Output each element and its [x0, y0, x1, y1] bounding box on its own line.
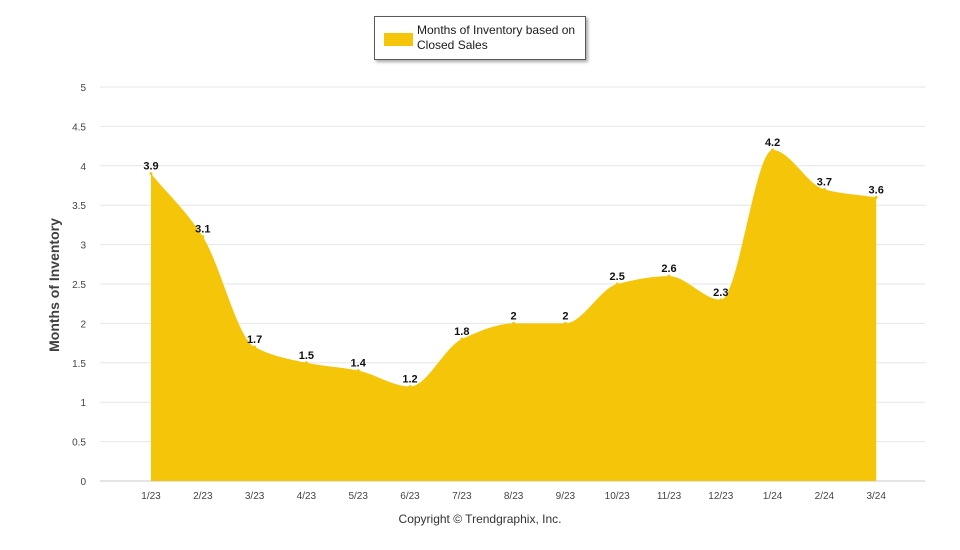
data-point: [460, 337, 464, 341]
x-tick-label: 12/23: [708, 491, 733, 502]
y-tick-label: 3: [80, 241, 86, 252]
y-tick-label: 0: [80, 477, 86, 488]
x-tick-label: 5/23: [348, 491, 368, 502]
x-tick-label: 1/23: [141, 491, 161, 502]
data-label: 1.4: [351, 358, 367, 370]
data-label: 2.5: [610, 271, 625, 283]
y-tick-label: 2: [80, 319, 86, 330]
x-tick-label: 11/23: [657, 491, 682, 502]
data-label: 1.7: [247, 334, 262, 346]
data-point: [615, 282, 619, 286]
data-label: 1.2: [402, 373, 417, 385]
data-label: 2.3: [713, 287, 728, 299]
y-tick-label: 0.5: [72, 438, 86, 449]
data-point: [304, 361, 308, 365]
x-tick-label: 7/23: [452, 491, 472, 502]
x-tick-label: 6/23: [400, 491, 420, 502]
y-tick-label: 2.5: [72, 280, 86, 291]
x-tick-label: 4/23: [297, 491, 317, 502]
y-tick-label: 1: [80, 398, 86, 409]
y-tick-label: 3.5: [72, 201, 86, 212]
y-tick-label: 1.5: [72, 359, 86, 370]
legend-label: Months of Inventory based on Closed Sale…: [417, 23, 576, 52]
y-tick-label: 4: [80, 162, 86, 173]
data-label: 3.6: [869, 184, 884, 196]
data-label: 4.2: [765, 137, 780, 149]
data-point: [149, 172, 153, 176]
x-tick-label: 8/23: [504, 491, 524, 502]
data-label: 2: [562, 310, 568, 322]
x-tick-label: 2/24: [815, 491, 835, 502]
data-label: 1.8: [454, 326, 469, 338]
data-point: [563, 321, 567, 325]
data-point: [719, 298, 723, 302]
data-point: [874, 195, 878, 199]
legend: Months of Inventory based on Closed Sale…: [374, 16, 586, 60]
data-label: 3.7: [817, 176, 832, 188]
data-point: [771, 148, 775, 152]
x-tick-label: 9/23: [556, 491, 576, 502]
y-tick-label: 4.5: [72, 122, 86, 133]
data-label: 1.5: [299, 350, 314, 362]
data-point: [667, 274, 671, 278]
data-point: [201, 235, 205, 239]
y-axis-title: Months of Inventory: [46, 218, 62, 352]
data-point: [512, 321, 516, 325]
data-point: [253, 345, 257, 349]
x-tick-label: 1/24: [763, 491, 783, 502]
legend-swatch: [384, 33, 413, 46]
copyright-footer: Copyright © Trendgraphix, Inc.: [398, 512, 562, 526]
data-label: 3.1: [195, 224, 210, 236]
x-tick-label: 3/23: [245, 491, 265, 502]
data-label: 2: [511, 310, 517, 322]
data-point: [356, 369, 360, 373]
x-tick-label: 10/23: [605, 491, 630, 502]
y-tick-label: 5: [80, 83, 86, 94]
series-area: [151, 150, 877, 482]
data-label: 2.6: [661, 263, 676, 275]
data-point: [408, 384, 412, 388]
data-label: 3.9: [143, 161, 158, 173]
x-tick-label: 3/24: [866, 491, 886, 502]
data-point: [822, 187, 826, 191]
x-tick-label: 2/23: [193, 491, 213, 502]
